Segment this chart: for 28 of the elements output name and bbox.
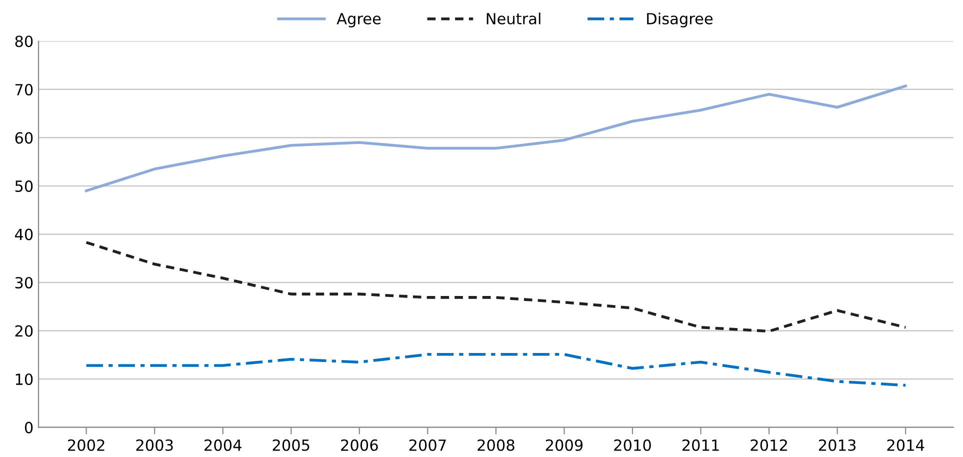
x-tick-label: 2005 xyxy=(272,439,310,451)
x-tick-label: 2014 xyxy=(887,439,924,451)
x-tick-label: 2006 xyxy=(341,439,378,451)
y-tick-label: 20 xyxy=(15,325,33,337)
y-tick-label: 60 xyxy=(15,132,33,144)
x-tick-label: 2011 xyxy=(682,439,719,451)
y-tick-label: 70 xyxy=(15,84,33,96)
legend-label: Agree xyxy=(336,13,381,28)
y-tick-label: 10 xyxy=(16,373,33,386)
x-tick-label: 2010 xyxy=(614,439,651,451)
x-tick-label: 2009 xyxy=(546,439,583,451)
line-series xyxy=(84,241,907,333)
x-tick-label: 2003 xyxy=(136,439,173,451)
line-series xyxy=(84,84,907,192)
y-tick-label: 50 xyxy=(15,180,33,192)
x-tick-label: 2013 xyxy=(818,439,856,451)
y-tick-label: 40 xyxy=(14,228,33,240)
x-tick-label: 2012 xyxy=(750,439,787,451)
x-tick-label: 2007 xyxy=(409,439,446,451)
x-tick-label: 2008 xyxy=(478,439,514,451)
x-tick-label: 2004 xyxy=(204,439,242,451)
line-series xyxy=(84,353,907,387)
legend-label: Disagree xyxy=(647,12,713,28)
legend-label: Neutral xyxy=(486,12,540,24)
x-tick-label: 2002 xyxy=(68,439,104,451)
y-tick-label: 0 xyxy=(24,422,33,434)
y-tick-label: 80 xyxy=(15,36,33,48)
y-tick-label: 30 xyxy=(15,276,33,289)
